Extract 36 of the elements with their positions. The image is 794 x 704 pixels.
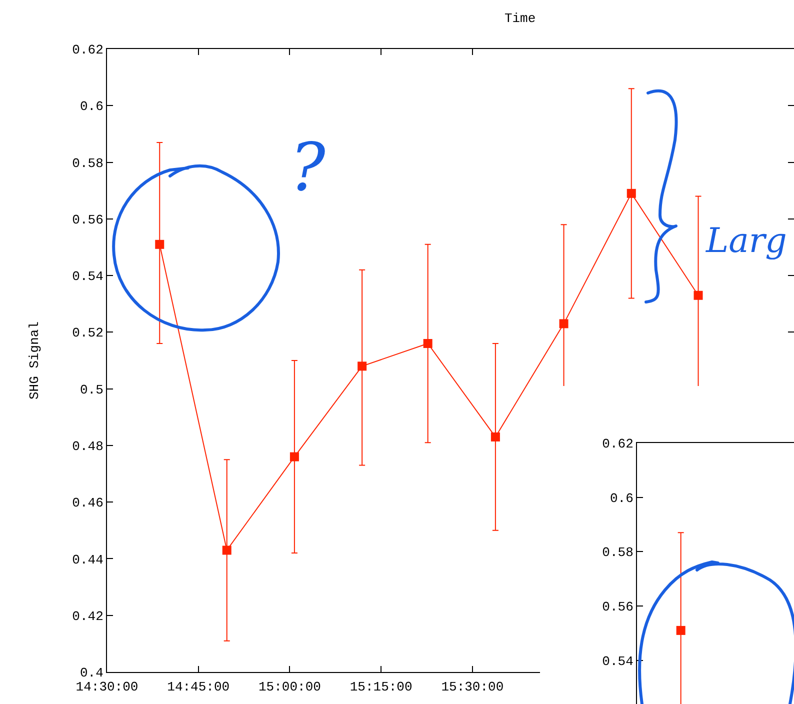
y-axis-title: SHG Signal xyxy=(27,321,42,400)
point xyxy=(423,339,432,348)
chart-title: Time xyxy=(504,11,536,26)
x-tick-label: 15:15:00 xyxy=(350,680,412,695)
y-tick-label: 0.42 xyxy=(72,608,104,624)
y-tick-label: 0.58 xyxy=(602,545,634,560)
y-tick-label: 0.4 xyxy=(80,666,104,681)
point xyxy=(490,432,500,442)
point xyxy=(358,362,367,371)
point xyxy=(694,290,703,300)
x-tick-label: 14:45:00 xyxy=(167,680,230,695)
y-tick-label: 0.54 xyxy=(602,654,634,669)
x-tick-label: 14:30:00 xyxy=(76,680,138,695)
point xyxy=(559,319,568,328)
point xyxy=(155,240,164,249)
x-tick-label: 15:30:00 xyxy=(441,680,504,695)
y-tick-label: 0.56 xyxy=(602,600,634,615)
point xyxy=(222,546,232,555)
x-tick-label: 15:00:00 xyxy=(258,680,321,695)
y-tick-label: 0.56 xyxy=(72,212,104,228)
y-tick-label: 0.6 xyxy=(610,490,634,506)
y-tick-label: 0.5 xyxy=(80,382,104,398)
point xyxy=(290,452,299,462)
y-tick-label: 0.44 xyxy=(72,552,104,568)
y-tick-label: 0.62 xyxy=(602,436,634,452)
overlapping-window: 0.54 0.56 0.58 0.6 0.62 xyxy=(540,386,794,704)
y-tick-label: 0.54 xyxy=(72,269,104,284)
y-tick-label: 0.62 xyxy=(72,42,104,58)
y-tick-label: 0.6 xyxy=(80,99,104,114)
y-tick-label: 0.52 xyxy=(72,326,104,341)
point xyxy=(626,188,636,198)
y-tick-label: 0.46 xyxy=(72,496,104,511)
y-tick-label: 0.58 xyxy=(72,156,104,171)
annotation: Larg xyxy=(705,221,787,261)
y-tick-label: 0.48 xyxy=(72,439,104,454)
annotation: ? xyxy=(290,129,326,206)
